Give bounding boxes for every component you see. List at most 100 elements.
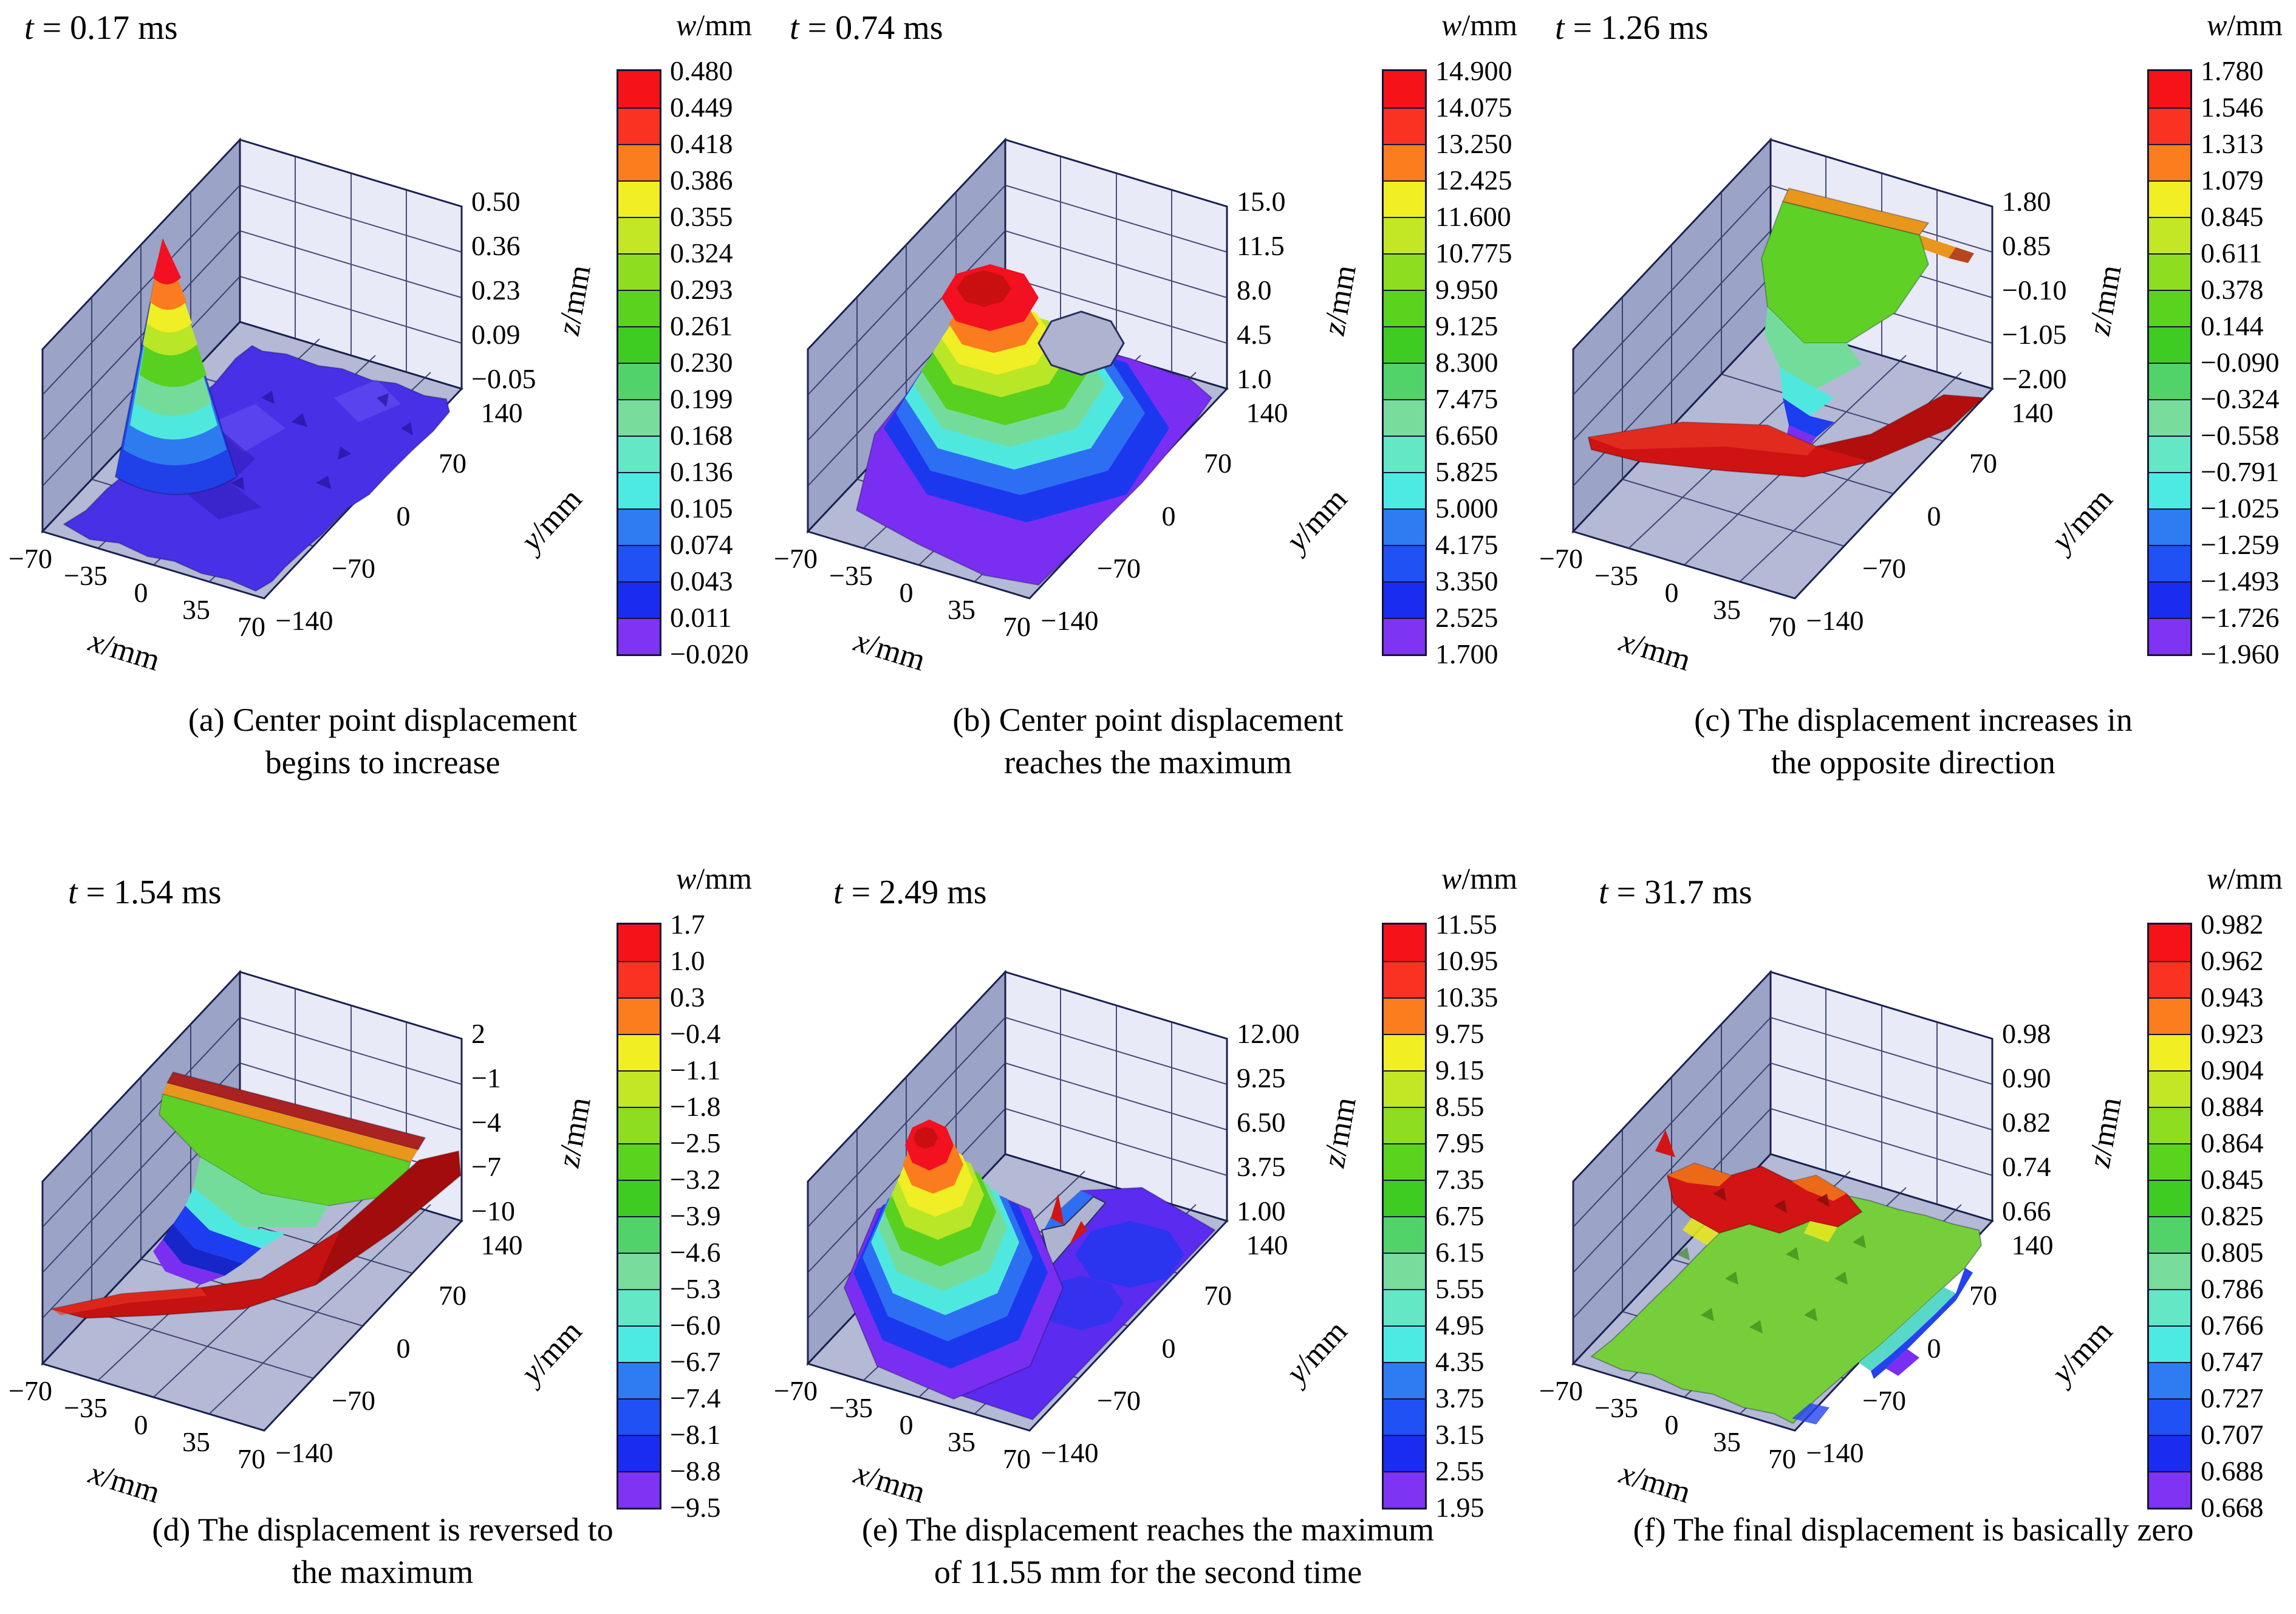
caption-line-2: the maximum	[292, 1554, 474, 1590]
panel-f: t = 31.7 ms	[1531, 817, 2296, 1614]
colorbar-swatch	[2149, 363, 2190, 399]
z-tick: 1.00	[1237, 1195, 1286, 1226]
colorbar-swatch	[2149, 290, 2190, 326]
time-variable: t	[790, 9, 799, 47]
colorbar-swatch	[618, 217, 660, 253]
colorbar-tick-label: 0.011	[670, 602, 732, 633]
panel-b: t = 0.74 ms	[765, 0, 1531, 817]
caption-line-2: of 11.55 mm for the second time	[934, 1554, 1362, 1590]
y-axis-label: y/mm	[2043, 482, 2119, 560]
colorbar-title-unit: /mm	[1461, 861, 1518, 895]
colorbar: w/mm 1.780 1.546 1.313 1.079 0.845 0.611 0.378…	[2147, 7, 2296, 682]
colorbar-tick-label: 0.805	[2201, 1237, 2264, 1268]
colorbar-tick-label: 8.300	[1435, 347, 1498, 378]
x-tick: 0	[900, 577, 914, 608]
panel-caption: (f) The final displacement is basically …	[1531, 1508, 2296, 1551]
colorbar-tick-label: 5.000	[1435, 493, 1498, 524]
colorbar-tick-label: 1.7	[670, 909, 705, 940]
colorbar-swatch	[1384, 326, 1425, 363]
colorbar-swatch	[2149, 180, 2190, 217]
colorbar-tick-label: −2.5	[670, 1127, 721, 1158]
y-tick: −140	[276, 605, 333, 636]
colorbar-swatch	[2149, 326, 2190, 363]
y-tick: 0	[1927, 501, 1941, 532]
caption-line-1: (c) The displacement increases in	[1694, 702, 2133, 738]
colorbar-tick-label: 0.943	[2201, 982, 2264, 1013]
colorbar-tick-label: 0.105	[670, 493, 733, 524]
y-axis-tick-labels: −140 −70 0 70 140	[1806, 1229, 2054, 1468]
colorbar-swatch	[2149, 618, 2190, 654]
colorbar-swatch	[618, 925, 660, 961]
y-axis-tick-labels: −140 −70 0 70 140	[276, 1229, 523, 1468]
colorbar-swatch	[2149, 545, 2190, 581]
colorbar-tick-label: 0.449	[670, 92, 733, 123]
colorbar-tick-label: 1.0	[670, 945, 705, 976]
colorbar-swatch	[618, 1070, 660, 1107]
x-tick: 0	[900, 1409, 914, 1440]
colorbar-tick-labels: 0.480 0.449 0.418 0.386 0.355 0.324 0.293 0.261…	[670, 53, 765, 672]
colorbar-tick-label: 9.15	[1435, 1055, 1485, 1086]
y-axis-tick-labels: −140 −70 0 70 140	[1806, 397, 2054, 636]
colorbar-tick-label: 0.230	[670, 347, 733, 378]
colorbar-tick-label: 1.546	[2201, 92, 2264, 123]
colorbar-tick-label: 0.043	[670, 566, 733, 597]
x-tick: −35	[829, 560, 873, 591]
colorbar-tick-label: 0.3	[670, 982, 705, 1013]
caption-line-1: (b) Center point displacement	[952, 702, 1344, 738]
y-tick: 140	[481, 397, 523, 428]
y-tick: 140	[1246, 1229, 1288, 1260]
colorbar-tick-label: 0.727	[2201, 1383, 2264, 1414]
colorbar-tick-label: 9.75	[1435, 1018, 1485, 1049]
surface-c	[1587, 187, 1985, 478]
z-tick: −10	[471, 1195, 515, 1226]
colorbar-tick-label: 1.079	[2201, 165, 2264, 196]
colorbar-tick-label: 0.747	[2201, 1346, 2264, 1377]
colorbar-tick-label: −6.0	[670, 1310, 721, 1341]
panel-caption: (c) The displacement increases in the op…	[1531, 699, 2296, 784]
colorbar-tick-label: −9.5	[670, 1492, 721, 1523]
colorbar-tick-labels: 0.982 0.962 0.943 0.923 0.904 0.884 0.864 0.845…	[2201, 906, 2296, 1526]
z-tick: 0.50	[471, 186, 521, 217]
y-tick: 70	[1204, 1280, 1232, 1311]
colorbar-tick-label: 8.55	[1435, 1091, 1485, 1122]
colorbar-tick-label: −4.6	[670, 1237, 721, 1268]
colorbar-swatch	[1384, 1180, 1425, 1216]
colorbar-tick-label: 11.55	[1435, 909, 1497, 940]
panel-e: t = 2.49 ms	[765, 817, 1531, 1614]
colorbar-tick-label: 4.175	[1435, 529, 1498, 560]
panel-caption: (b) Center point displacement reaches th…	[765, 699, 1531, 784]
x-tick: −35	[1594, 560, 1638, 591]
x-tick: 35	[948, 1426, 975, 1457]
colorbar-tick-label: −1.726	[2201, 602, 2280, 633]
colorbar-swatch	[1384, 253, 1425, 290]
colorbar-swatch	[2149, 253, 2190, 290]
colorbar-tick-label: 0.611	[2201, 238, 2263, 268]
colorbar-tick-label: 0.668	[2201, 1492, 2264, 1523]
surface-plot-3d: −70 −35 0 35 70 −140 −70 0 70 140 1.80 0…	[1539, 137, 2128, 671]
z-tick: 12.00	[1237, 1018, 1300, 1049]
colorbar-tick-label: 0.766	[2201, 1310, 2264, 1341]
colorbar-title-symbol: w	[2207, 8, 2227, 42]
colorbar-tick-label: 5.825	[1435, 456, 1498, 487]
colorbar-tick-label: 9.950	[1435, 274, 1498, 305]
colorbar-tick-label: 0.355	[670, 201, 733, 232]
colorbar-tick-label: 0.923	[2201, 1018, 2264, 1049]
z-axis-tick-labels: 1.80 0.85 −0.10 −1.05 −2.00	[2002, 186, 2066, 394]
colorbar-tick-label: 0.199	[670, 383, 733, 414]
colorbar-swatch	[1384, 1143, 1425, 1180]
colorbar-swatch	[1384, 1216, 1425, 1253]
colorbar-swatch	[618, 1471, 660, 1508]
caption-line-1: (d) The displacement is reversed to	[152, 1511, 613, 1548]
y-axis-tick-labels: −140 −70 0 70 140	[1041, 1229, 1288, 1468]
x-tick: −70	[9, 1375, 52, 1406]
colorbar-tick-label: 0.378	[2201, 274, 2264, 305]
colorbar-tick-label: 11.600	[1435, 201, 1511, 232]
colorbar-swatch	[618, 961, 660, 997]
colorbar-swatches	[617, 923, 661, 1510]
colorbar-title: w/mm	[2207, 7, 2283, 43]
colorbar-tick-label: −1.493	[2201, 566, 2280, 597]
z-tick: −7	[471, 1151, 501, 1182]
colorbar-tick-label: 0.074	[670, 529, 733, 560]
y-tick: −70	[1862, 553, 1906, 584]
